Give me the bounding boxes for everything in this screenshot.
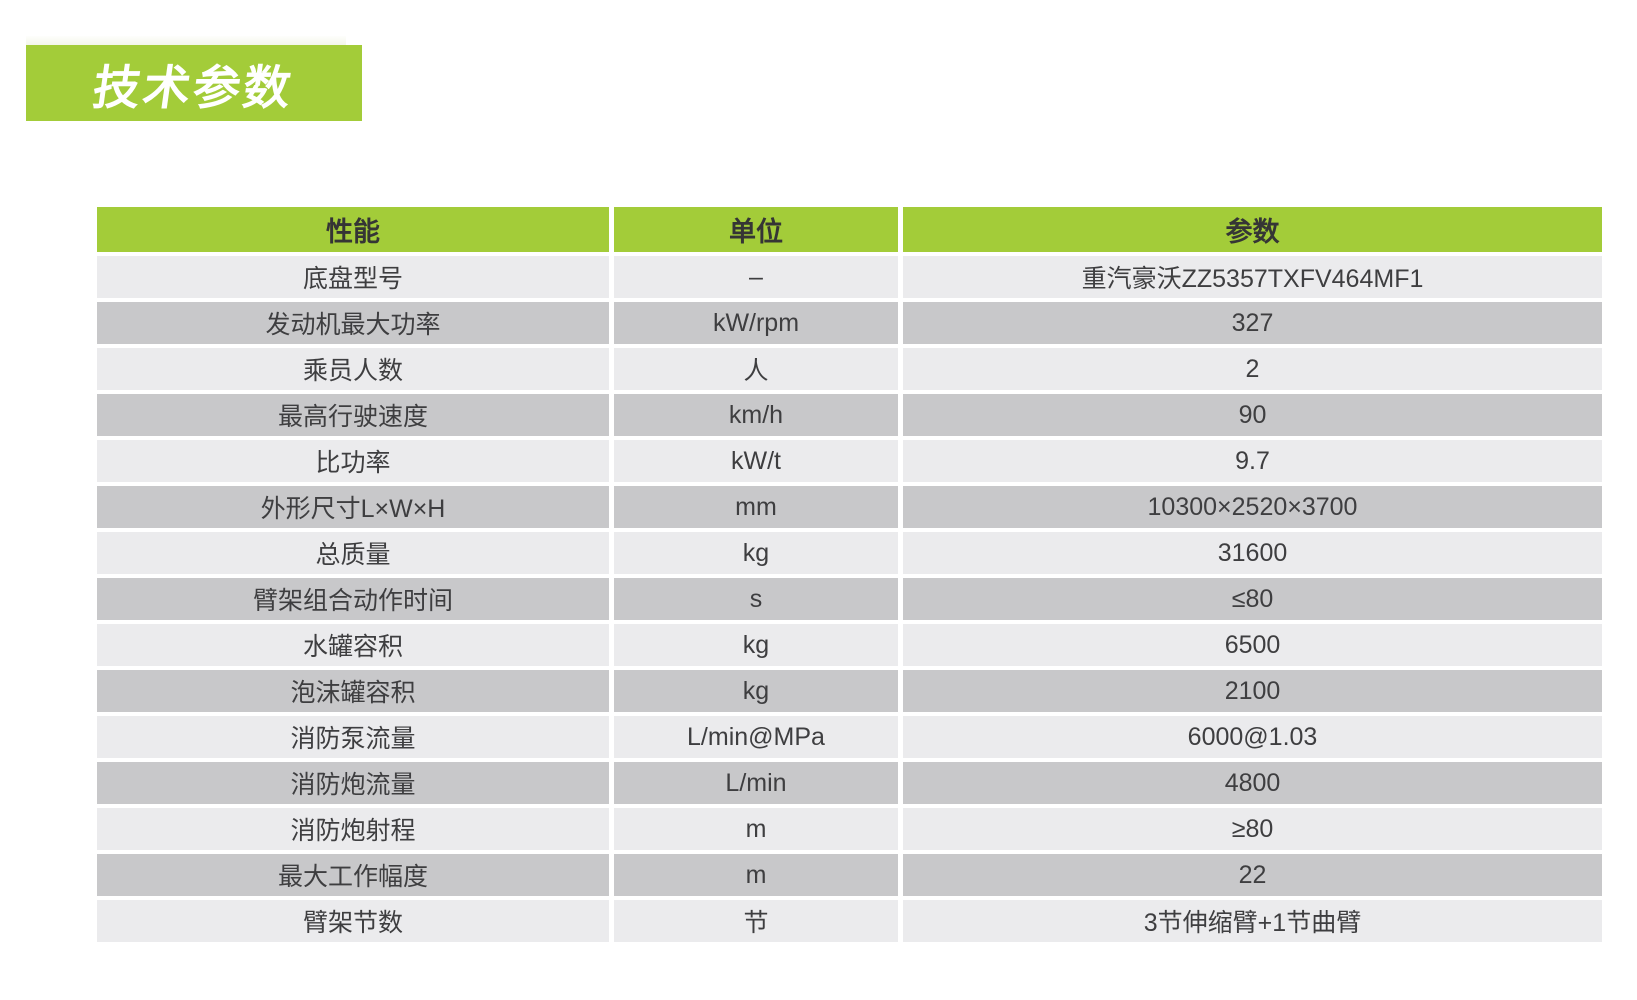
- spec-name-cell: 消防泵流量: [97, 716, 609, 758]
- spec-name-cell: 总质量: [97, 532, 609, 574]
- table-row: 消防炮射程 m ≥80: [97, 808, 1602, 850]
- value-cell: 2100: [903, 670, 1602, 712]
- table-row: 发动机最大功率 kW/rpm 327: [97, 302, 1602, 344]
- spec-name-cell: 发动机最大功率: [97, 302, 609, 344]
- unit-cell: kg: [614, 670, 898, 712]
- unit-cell: L/min@MPa: [614, 716, 898, 758]
- value-cell: 2: [903, 348, 1602, 390]
- value-cell: 327: [903, 302, 1602, 344]
- spec-name-cell: 最高行驶速度: [97, 394, 609, 436]
- unit-cell: kW/rpm: [614, 302, 898, 344]
- table-row: 泡沫罐容积 kg 2100: [97, 670, 1602, 712]
- unit-cell: L/min: [614, 762, 898, 804]
- header-parameter: 参数: [903, 207, 1602, 252]
- spec-name-cell: 底盘型号: [97, 256, 609, 298]
- table-row: 乘员人数 人 2: [97, 348, 1602, 390]
- unit-cell: s: [614, 578, 898, 620]
- spec-name-cell: 外形尺寸L×W×H: [97, 486, 609, 528]
- section-title: 技术参数: [89, 60, 298, 114]
- table-row: 最大工作幅度 m 22: [97, 854, 1602, 896]
- table-row: 水罐容积 kg 6500: [97, 624, 1602, 666]
- title-banner-highlight: [26, 36, 346, 45]
- value-cell: 重汽豪沃ZZ5357TXFV464MF1: [903, 256, 1602, 298]
- value-cell: 10300×2520×3700: [903, 486, 1602, 528]
- unit-cell: kg: [614, 624, 898, 666]
- table-row: 消防炮流量 L/min 4800: [97, 762, 1602, 804]
- unit-cell: 节: [614, 900, 898, 942]
- spec-name-cell: 泡沫罐容积: [97, 670, 609, 712]
- value-cell: 22: [903, 854, 1602, 896]
- table-row: 臂架节数 节 3节伸缩臂+1节曲臂: [97, 900, 1602, 942]
- spec-name-cell: 臂架节数: [97, 900, 609, 942]
- unit-cell: kg: [614, 532, 898, 574]
- table-row: 外形尺寸L×W×H mm 10300×2520×3700: [97, 486, 1602, 528]
- unit-cell: mm: [614, 486, 898, 528]
- spec-name-cell: 乘员人数: [97, 348, 609, 390]
- header-unit: 单位: [614, 207, 898, 252]
- spec-name-cell: 消防炮射程: [97, 808, 609, 850]
- table-row: 总质量 kg 31600: [97, 532, 1602, 574]
- header-performance: 性能: [97, 207, 609, 252]
- value-cell: 9.7: [903, 440, 1602, 482]
- spec-name-cell: 臂架组合动作时间: [97, 578, 609, 620]
- unit-cell: m: [614, 854, 898, 896]
- value-cell: ≤80: [903, 578, 1602, 620]
- value-cell: 6500: [903, 624, 1602, 666]
- table-row: 底盘型号 – 重汽豪沃ZZ5357TXFV464MF1: [97, 256, 1602, 298]
- unit-cell: m: [614, 808, 898, 850]
- spec-name-cell: 最大工作幅度: [97, 854, 609, 896]
- spec-table: 性能 单位 参数 底盘型号 – 重汽豪沃ZZ5357TXFV464MF1 发动机…: [97, 207, 1602, 946]
- unit-cell: –: [614, 256, 898, 298]
- table-header-row: 性能 单位 参数: [97, 207, 1602, 252]
- spec-name-cell: 水罐容积: [97, 624, 609, 666]
- section-title-banner: 技术参数: [26, 45, 362, 121]
- table-row: 比功率 kW/t 9.7: [97, 440, 1602, 482]
- value-cell: 6000@1.03: [903, 716, 1602, 758]
- value-cell: ≥80: [903, 808, 1602, 850]
- value-cell: 90: [903, 394, 1602, 436]
- spec-name-cell: 比功率: [97, 440, 609, 482]
- value-cell: 3节伸缩臂+1节曲臂: [903, 900, 1602, 942]
- table-row: 消防泵流量 L/min@MPa 6000@1.03: [97, 716, 1602, 758]
- table-row: 最高行驶速度 km/h 90: [97, 394, 1602, 436]
- spec-name-cell: 消防炮流量: [97, 762, 609, 804]
- value-cell: 4800: [903, 762, 1602, 804]
- value-cell: 31600: [903, 532, 1602, 574]
- unit-cell: 人: [614, 348, 898, 390]
- table-row: 臂架组合动作时间 s ≤80: [97, 578, 1602, 620]
- unit-cell: kW/t: [614, 440, 898, 482]
- unit-cell: km/h: [614, 394, 898, 436]
